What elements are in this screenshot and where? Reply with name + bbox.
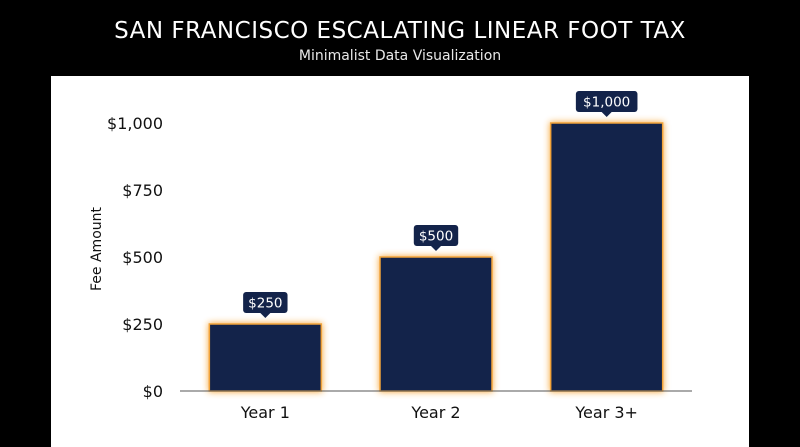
data-label-text: $250 — [248, 296, 282, 312]
y-tick-label: $500 — [122, 248, 163, 267]
x-tick-label: Year 1 — [240, 403, 290, 422]
bar — [549, 122, 664, 392]
data-label-box — [575, 91, 638, 112]
data-label-text: $500 — [419, 229, 453, 245]
data-label: $1,000 — [575, 91, 638, 117]
data-label: $500 — [413, 225, 459, 251]
data-label-pointer — [260, 313, 271, 318]
bar — [208, 323, 323, 392]
y-tick-label: $250 — [122, 315, 163, 334]
x-tick-label: Year 3+ — [574, 403, 638, 422]
y-tick-label: $1,000 — [107, 114, 163, 133]
data-label-text: $1,000 — [583, 95, 630, 111]
data-label-box — [243, 292, 288, 313]
chart-subtitle: Minimalist Data Visualization — [298, 48, 502, 64]
y-tick-label: $0 — [143, 382, 163, 401]
y-tick-label: $750 — [122, 181, 163, 200]
data-label-pointer — [601, 112, 612, 117]
data-label-pointer — [431, 246, 441, 251]
y-axis-label: Fee Amount — [89, 207, 105, 291]
bar — [379, 256, 493, 392]
chart-title: SAN FRANCISCO ESCALATING LINEAR FOOT TAX — [114, 18, 686, 44]
data-label-box — [413, 225, 459, 246]
data-label: $250 — [243, 292, 288, 318]
x-tick-label: Year 2 — [410, 403, 460, 422]
